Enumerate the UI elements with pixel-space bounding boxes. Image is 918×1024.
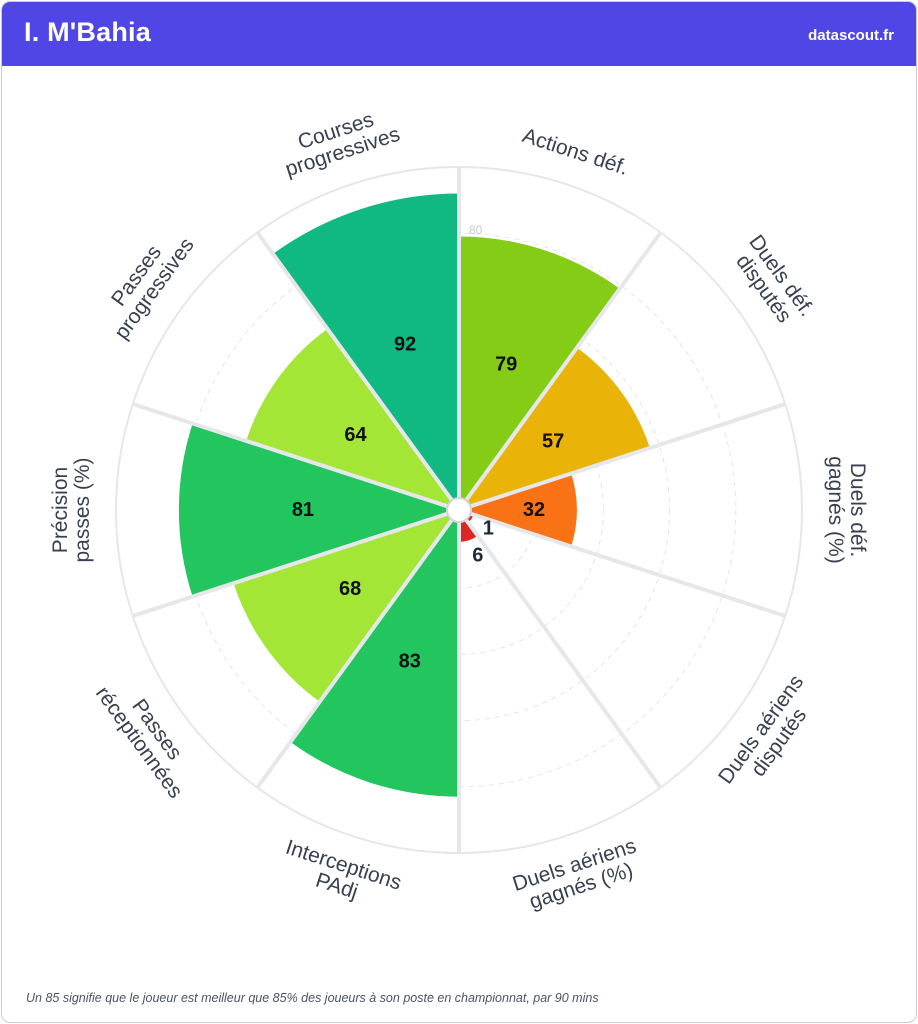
bar-5[interactable]	[290, 519, 459, 797]
player-name: I. M'Bahia	[24, 17, 151, 47]
value-label-6: 68	[339, 578, 361, 600]
chart-bars	[178, 193, 650, 797]
center-hub	[446, 497, 472, 523]
value-label-5: 83	[399, 651, 421, 673]
value-label-2: 32	[523, 499, 545, 521]
bar-0[interactable]	[459, 236, 620, 501]
spoke	[464, 231, 663, 502]
spoke	[255, 518, 454, 789]
category-label-5: InterceptionsPAdj	[276, 836, 404, 916]
spoke	[469, 511, 786, 618]
bar-9[interactable]	[272, 193, 459, 501]
value-label-1: 57	[542, 431, 564, 453]
category-label-line: Actions déf.	[520, 124, 631, 180]
category-label-3: Duels aériensdisputés	[714, 671, 826, 801]
bar-1[interactable]	[466, 347, 650, 507]
category-label-line: Duels déf.	[846, 463, 869, 558]
spoke	[132, 402, 449, 509]
category-label-line: gagnés (%)	[824, 456, 847, 563]
category-label-line: Précision	[49, 467, 72, 553]
bar-7[interactable]	[178, 423, 448, 597]
value-label-8: 64	[344, 424, 367, 446]
bar-2[interactable]	[470, 473, 577, 547]
spoke	[132, 511, 449, 618]
category-label-6: Passesréceptionnées	[91, 669, 205, 802]
value-labels: 79 57 32 16 83 68 81 64 92	[292, 333, 564, 672]
category-label-1: Duels déf.disputés	[727, 231, 819, 334]
spoke	[464, 518, 663, 789]
category-label-8: Passesprogressives	[92, 221, 198, 344]
bar-8[interactable]	[246, 328, 452, 507]
spoke	[469, 402, 786, 509]
value-label-0: 79	[495, 354, 517, 376]
category-label-2: Duels déf.gagnés (%)	[824, 456, 869, 563]
bar-6[interactable]	[233, 513, 452, 702]
footnote: Un 85 signifie que le joueur est meilleu…	[26, 991, 599, 1005]
header-bar: I. M'Bahia datascout.fr	[2, 2, 916, 66]
bar-4[interactable]	[459, 519, 478, 542]
value-label-9: 92	[394, 333, 416, 355]
value-label-4: 6	[472, 545, 483, 567]
value-label-7: 81	[292, 499, 314, 521]
ring-label: 80	[469, 223, 483, 237]
category-label-0: Actions déf.	[520, 124, 631, 180]
category-label-line: passes (%)	[71, 457, 94, 562]
chart-spokes	[132, 167, 786, 853]
value-label-3: 1	[483, 517, 494, 539]
spoke	[255, 231, 454, 502]
category-label-4: Duels aériensgagnés (%)	[510, 834, 646, 916]
category-label-9: Coursesprogressives	[276, 102, 403, 182]
brand-name: datascout.fr	[808, 27, 894, 44]
category-label-7: Précisionpasses (%)	[49, 457, 94, 562]
